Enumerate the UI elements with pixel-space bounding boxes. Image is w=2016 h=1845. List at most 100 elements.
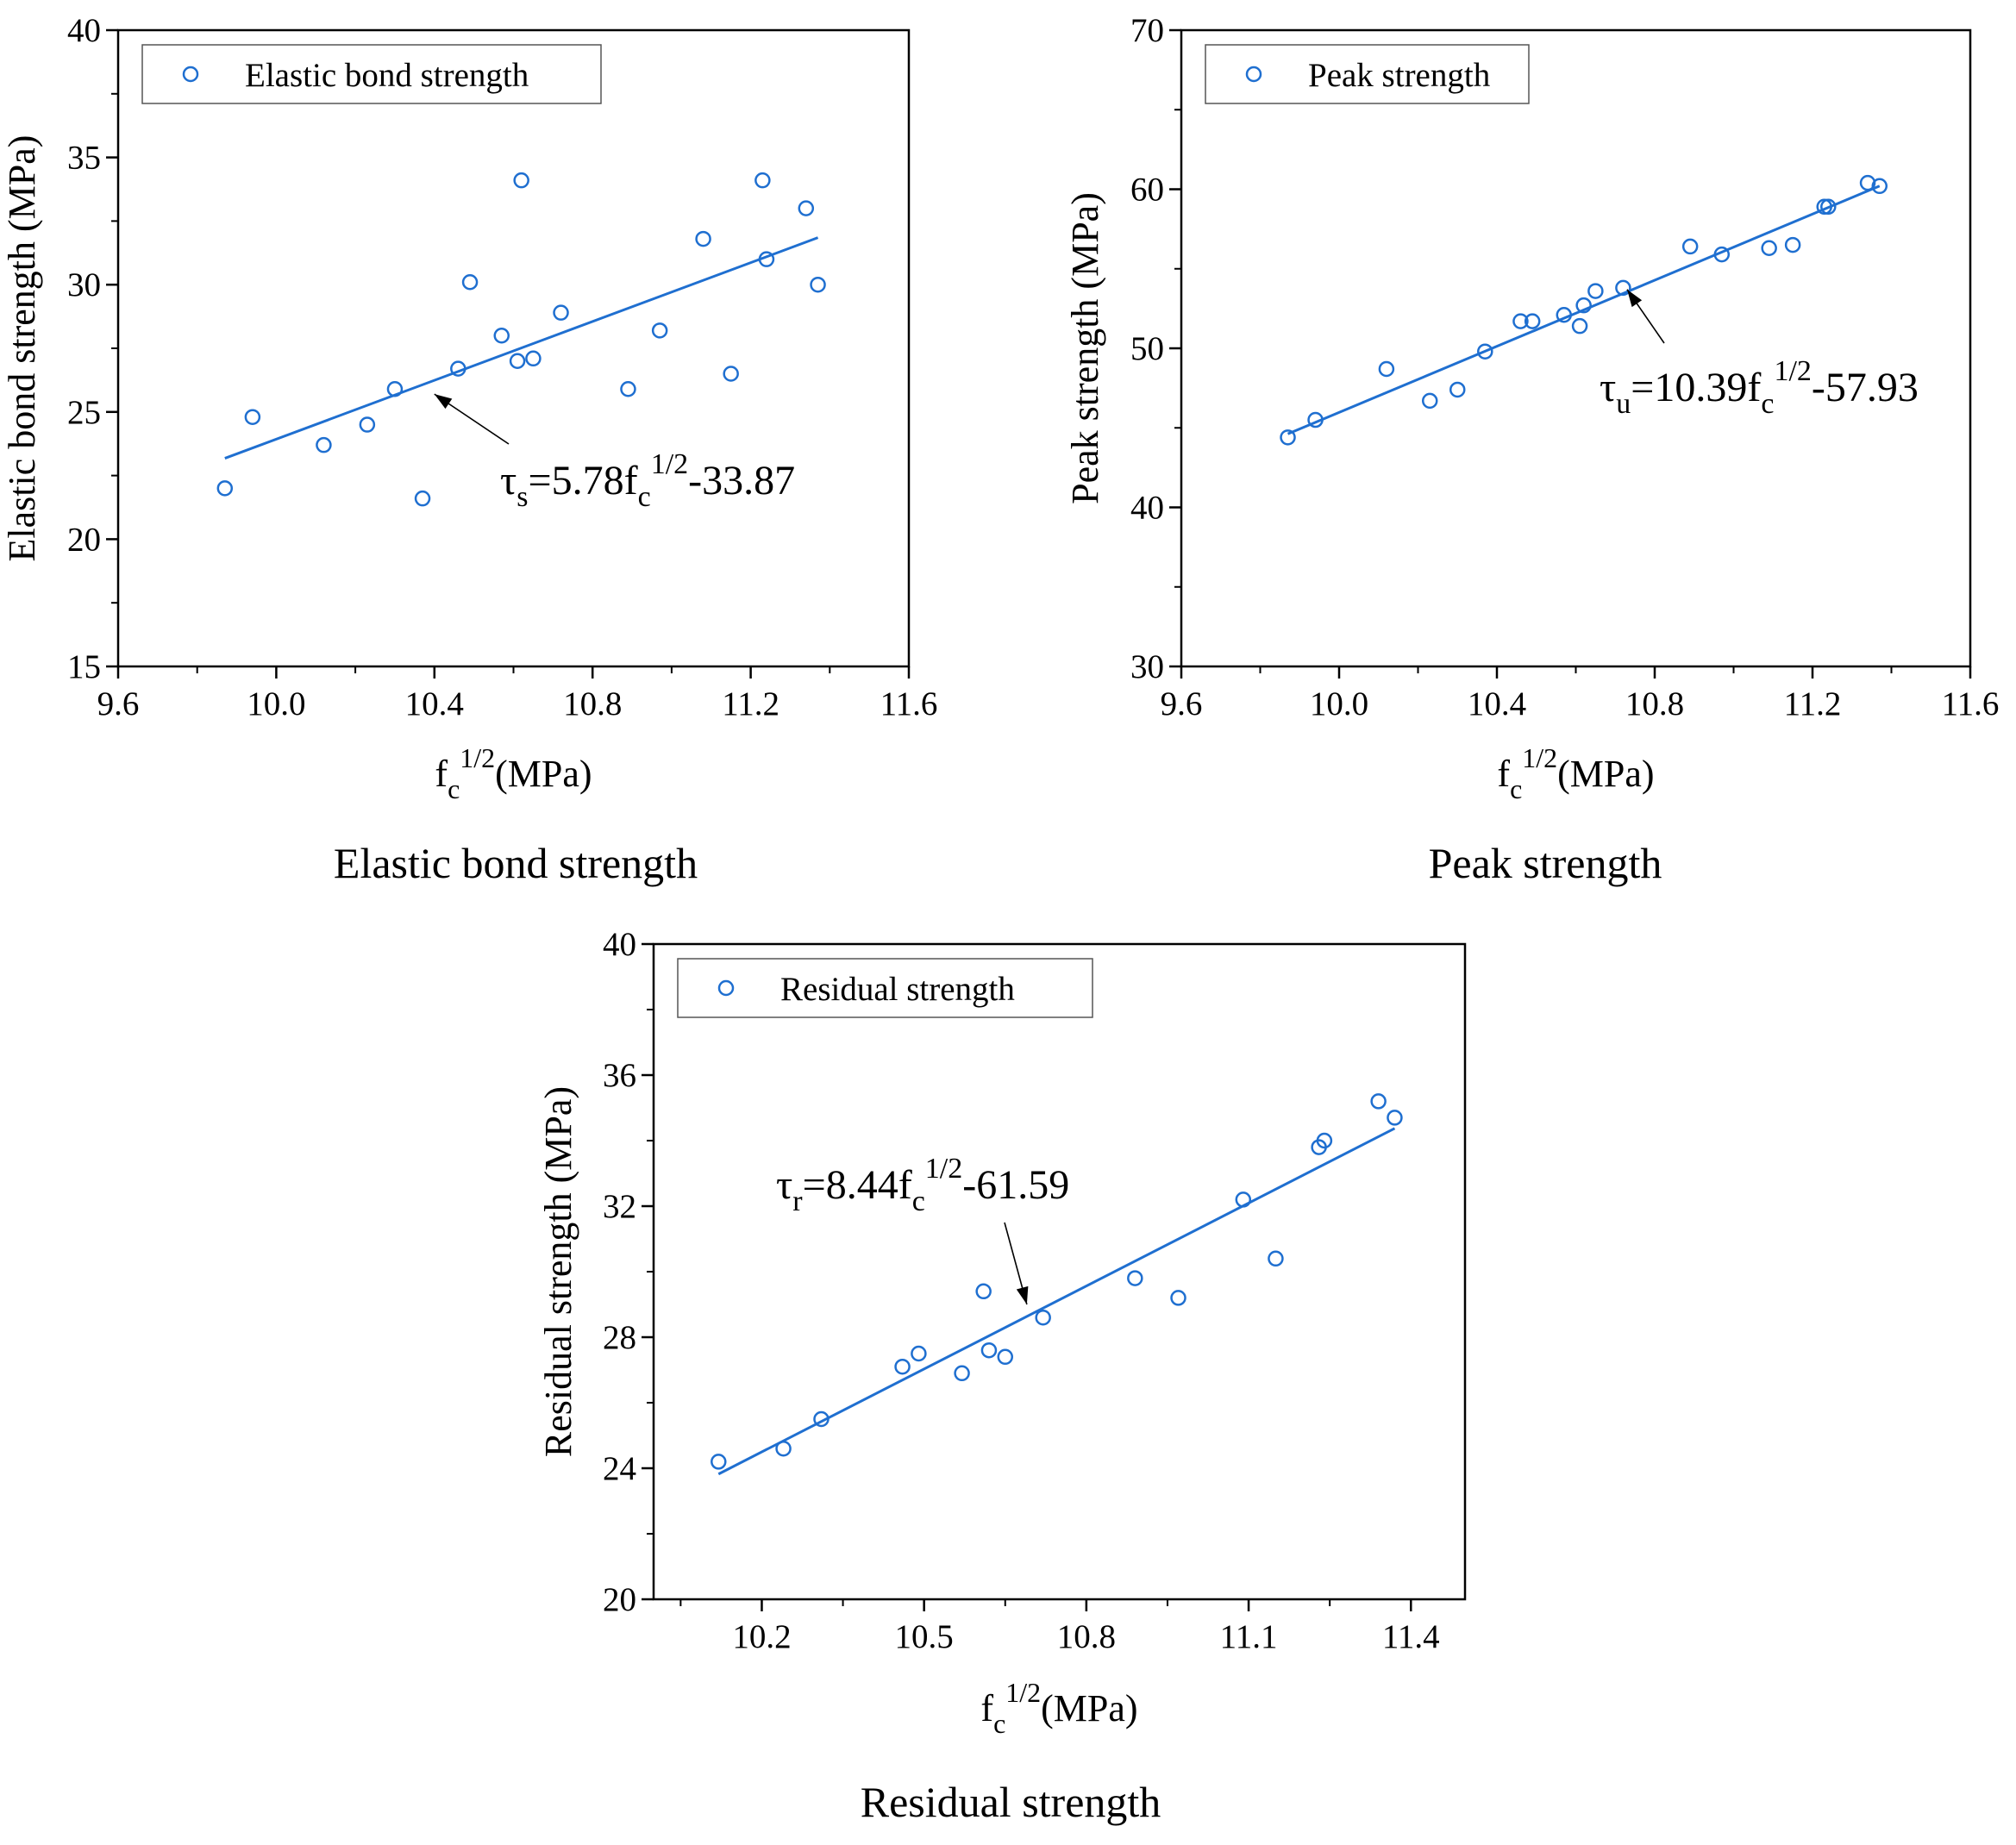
x-label-base: f: [435, 753, 448, 795]
y-tick-label: 40: [1130, 490, 1164, 527]
data-point: [1170, 1290, 1186, 1306]
data-point: [1235, 1191, 1252, 1208]
data-point: [894, 1358, 911, 1375]
y-tick-label: 20: [67, 521, 101, 558]
data-point: [813, 1410, 830, 1428]
x-tick-label: 10.0: [1310, 685, 1368, 722]
eq-lhs-sub: r: [792, 1185, 803, 1217]
data-point: [954, 1365, 970, 1382]
y-tick-label: 28: [603, 1319, 636, 1356]
data-point: [493, 327, 510, 344]
data-point: [1512, 313, 1529, 329]
y-axis-label: Peak strength (MPa): [1064, 192, 1106, 504]
panel-caption: Residual strength: [861, 1778, 1161, 1826]
x-tick-label: 10.2: [732, 1618, 791, 1655]
legend-marker: [182, 66, 199, 83]
x-axis-label: fc1/2(MPa): [980, 1677, 1137, 1739]
panel-caption: Elastic bond strength: [334, 839, 698, 887]
x-axis-label: fc1/2(MPa): [435, 742, 592, 804]
y-tick-label: 24: [603, 1450, 636, 1487]
y-tick-label: 25: [67, 394, 101, 431]
legend: Peak strength: [1205, 44, 1530, 104]
fit-equation: τs=5.78fc1/2-33.87: [500, 448, 795, 513]
y-tick-label: 40: [603, 926, 636, 963]
panel-caption: Peak strength: [1429, 839, 1662, 887]
fit-line: [717, 1127, 1396, 1476]
y-tick-label: 30: [1130, 648, 1164, 685]
plot-frame: [652, 942, 1467, 1601]
data-point: [1784, 236, 1801, 253]
data-point: [997, 1348, 1014, 1366]
eq-tail: -61.59: [962, 1162, 1069, 1208]
data-point: [1449, 381, 1466, 398]
y-tick-label: 40: [67, 12, 101, 49]
data-point: [754, 172, 771, 189]
chart-residual: 10.2 10.5 10.8 11.1 11.4 20 24 28 32 36 40 Residual…: [537, 926, 1467, 1826]
data-point: [975, 1283, 992, 1300]
eq-lhs: τ: [776, 1162, 792, 1208]
x-tick-label: 10.8: [563, 685, 622, 722]
data-point: [651, 322, 668, 339]
annotation-arrowhead: [434, 394, 453, 410]
eq-lhs: τ: [1600, 365, 1616, 410]
data-point: [1421, 392, 1438, 410]
chart-elastic: 9.6 10.0 10.4 10.8 11.2 11.6 15 20 25 30 35 40 Elast…: [1, 12, 937, 887]
data-point: [316, 436, 332, 453]
eq-tail: -33.87: [688, 458, 795, 503]
x-tick-label: 11.2: [1784, 685, 1842, 722]
x-tick-label: 11.2: [722, 685, 779, 722]
data-point: [711, 1454, 727, 1470]
x-tick-label: 9.6: [1161, 685, 1203, 722]
eq-mid-sub: c: [638, 481, 651, 513]
y-tick-label: 70: [1130, 12, 1164, 49]
x-label-unit: (MPa): [495, 753, 592, 795]
data-point: [723, 366, 739, 382]
x-label-sub: c: [1510, 773, 1522, 804]
x-label-sub: c: [993, 1708, 1005, 1739]
x-tick-label: 10.8: [1625, 685, 1684, 722]
eq-sup: 1/2: [1774, 355, 1811, 387]
eq-mid: =10.39f: [1631, 365, 1761, 410]
data-point: [513, 172, 529, 189]
fit-equation: τr=8.44fc1/2-61.59: [776, 1153, 1069, 1217]
data-point: [1280, 429, 1296, 446]
eq-sup: 1/2: [925, 1153, 962, 1185]
x-label-base: f: [1497, 753, 1510, 795]
data-point: [1556, 307, 1573, 323]
y-tick-label: 36: [603, 1057, 636, 1094]
data-point: [1871, 178, 1888, 195]
data-point: [1387, 1110, 1403, 1126]
legend: Residual strength: [677, 958, 1093, 1018]
eq-sup: 1/2: [651, 448, 688, 480]
eq-mid: =8.44f: [803, 1162, 912, 1208]
data-point: [1681, 238, 1699, 255]
data-point: [1615, 279, 1631, 297]
plot-frame: [1180, 28, 1972, 668]
data-point: [1307, 411, 1324, 428]
data-point: [1477, 343, 1493, 360]
data-point: [1575, 297, 1592, 314]
plot-frame: [116, 28, 911, 668]
x-tick-label: 11.4: [1382, 1618, 1440, 1655]
fit-line: [224, 236, 819, 460]
data-point: [525, 350, 542, 367]
y-tick-label: 50: [1130, 330, 1164, 367]
data-point: [216, 480, 234, 497]
y-tick-label: 32: [603, 1188, 636, 1225]
x-tick-label: 10.4: [405, 685, 464, 722]
x-tick-label: 11.1: [1220, 1618, 1278, 1655]
eq-tail: -57.93: [1812, 365, 1919, 410]
data-point: [1713, 246, 1731, 263]
fit-line: [1287, 184, 1881, 435]
x-label-sup: 1/2: [1522, 742, 1557, 773]
fit-equation: τu=10.39fc1/2-57.93: [1600, 355, 1919, 420]
data-point: [1761, 240, 1777, 257]
annotation-arrowhead: [1016, 1285, 1029, 1304]
data-point: [1316, 1132, 1333, 1149]
eq-mid-sub: c: [912, 1185, 925, 1217]
legend-marker: [1245, 66, 1262, 83]
data-point: [1587, 283, 1604, 299]
x-tick-label: 11.6: [1942, 685, 2000, 722]
data-point: [1268, 1250, 1284, 1267]
x-tick-label: 11.6: [880, 685, 938, 722]
